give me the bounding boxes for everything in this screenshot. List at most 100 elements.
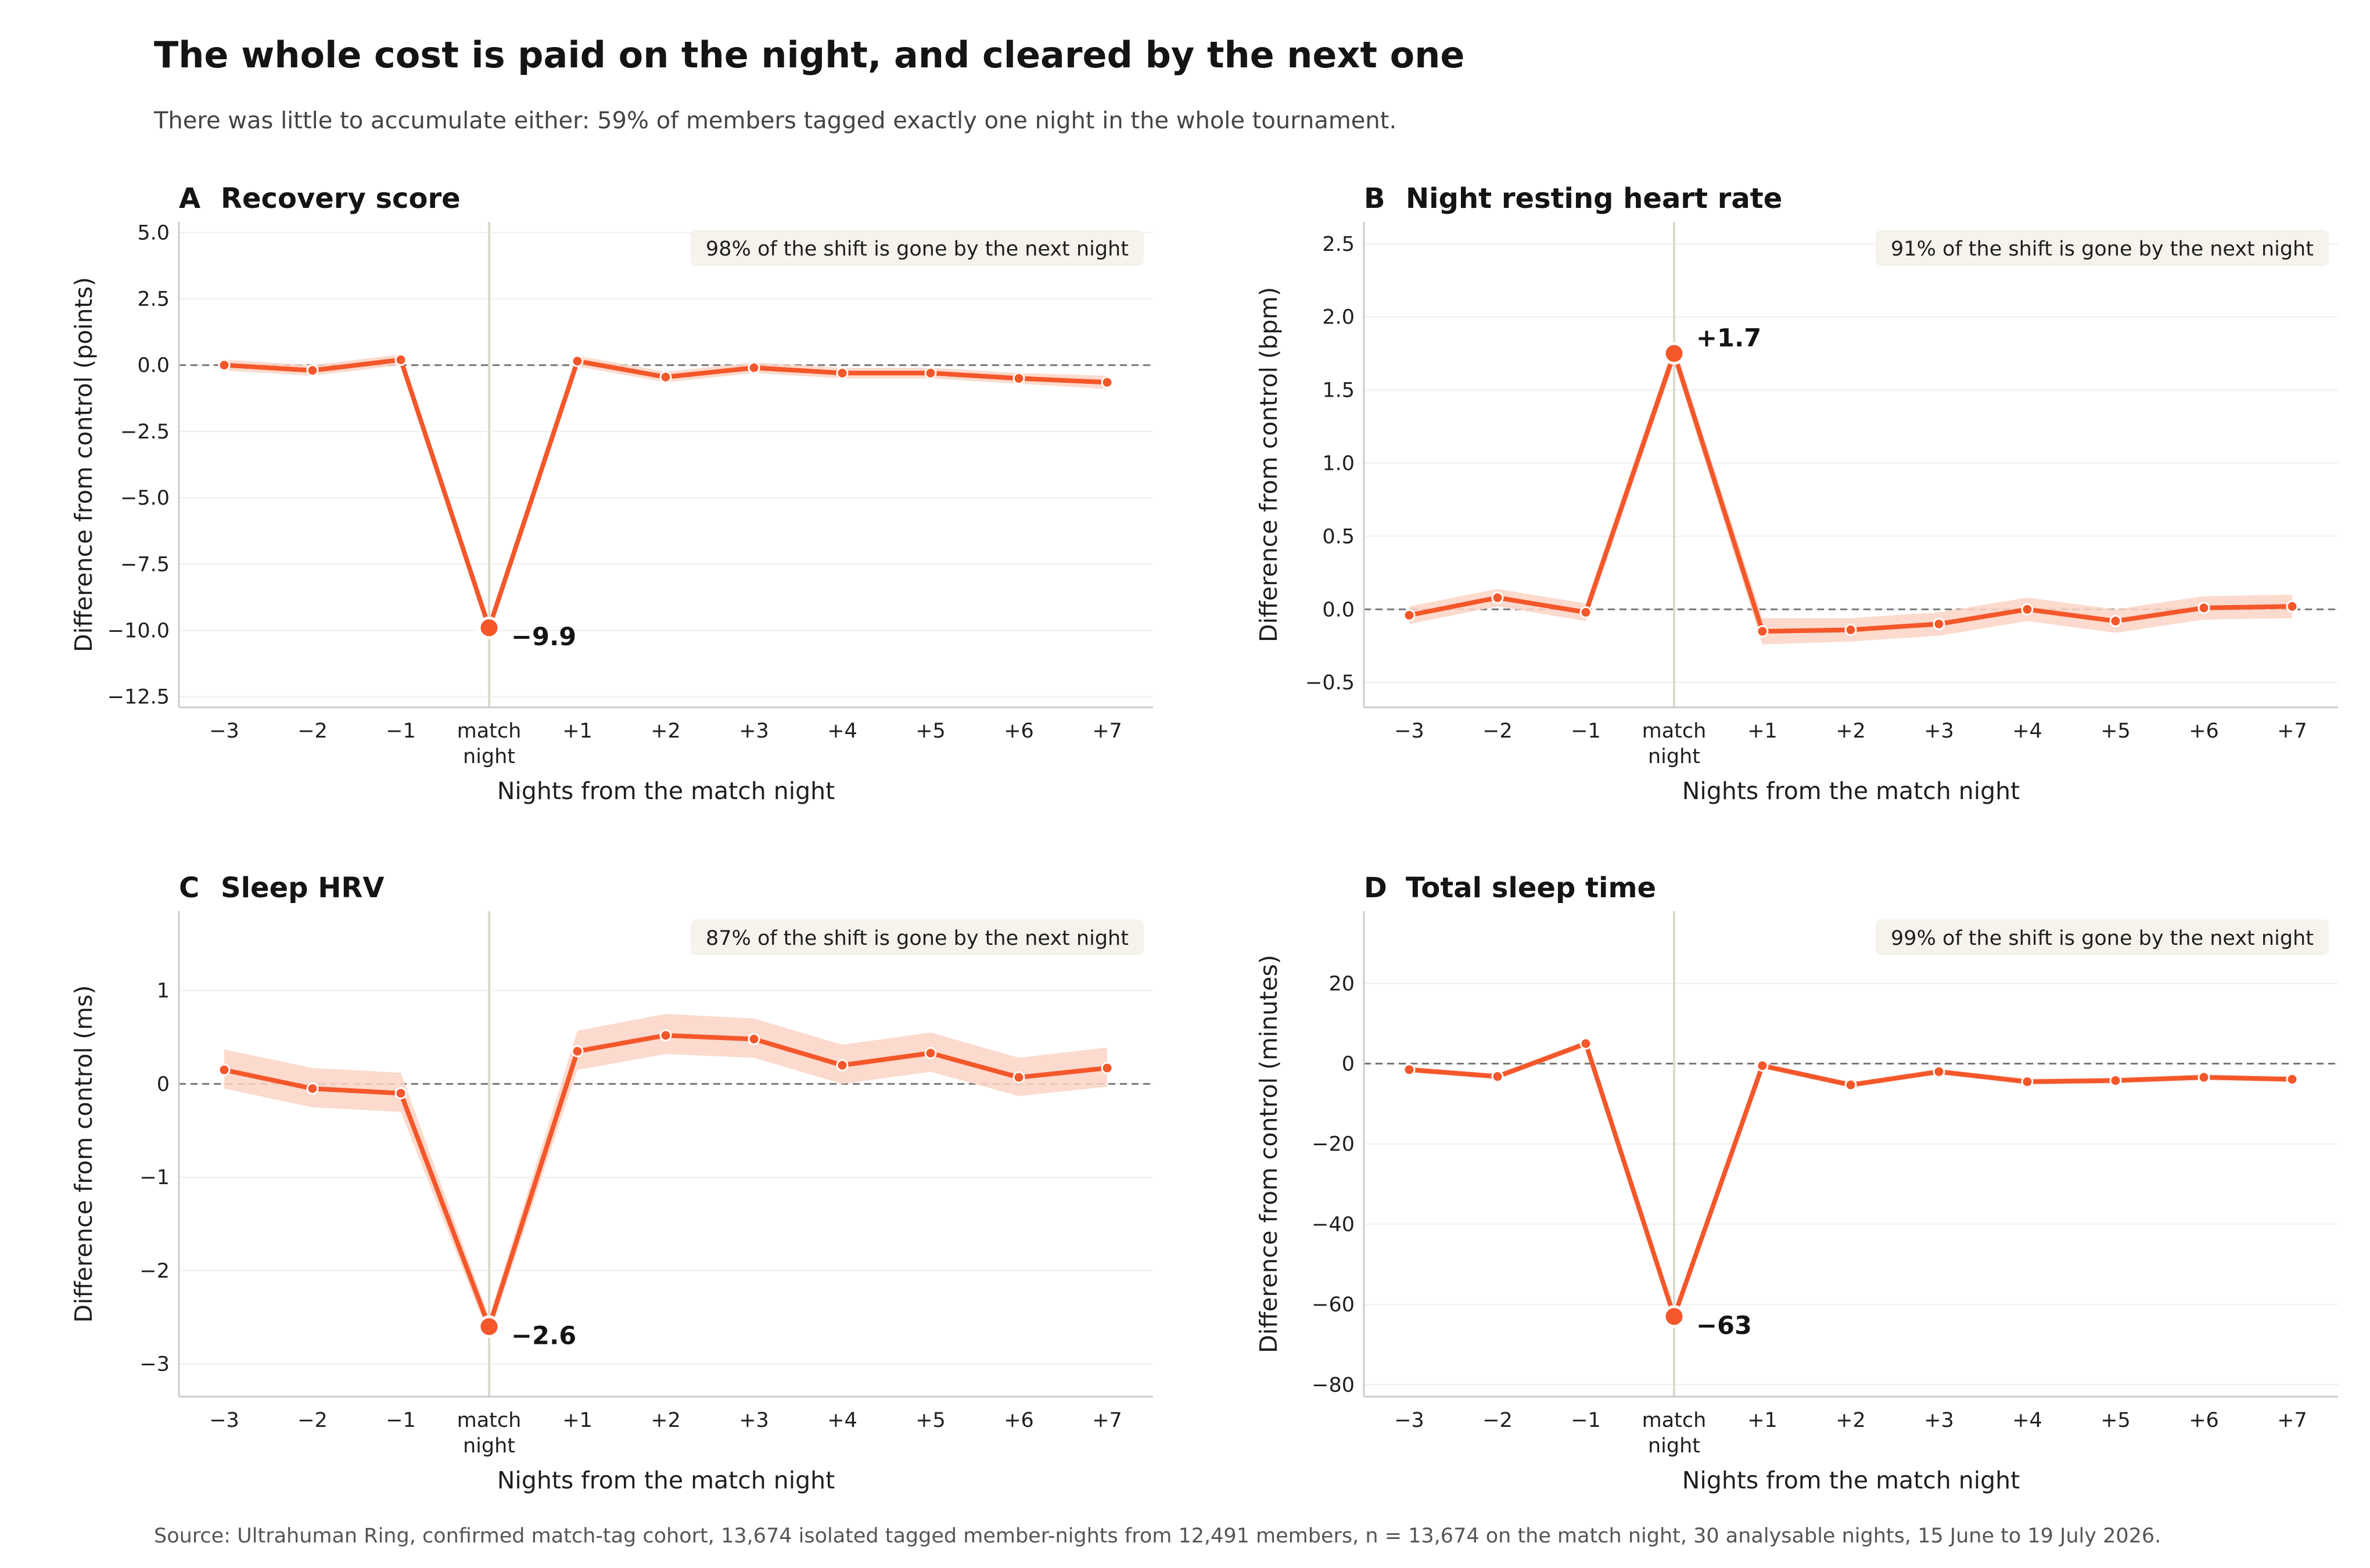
data-point: [2109, 1074, 2122, 1087]
annotation-box: [691, 230, 1144, 266]
panel-letter: C: [179, 872, 199, 904]
data-point: [218, 1063, 231, 1076]
panel-title: Total sleep time: [1406, 872, 1656, 904]
data-point: [748, 361, 760, 374]
x-tick-label: +6: [1004, 720, 1034, 743]
panel-c: −2.6 87% of the shift is gone by the next…: [70, 872, 1153, 1494]
y-tick-label: −3: [139, 1353, 170, 1376]
x-axis-label: Nights from the match night: [1682, 777, 2020, 805]
confidence-band: [224, 1013, 1107, 1336]
x-tick-label: −1: [1571, 720, 1601, 743]
x-tick-label: +2: [651, 720, 681, 743]
annotation-text: 87% of the shift is gone by the next nig…: [706, 927, 1129, 950]
x-tick-label: +4: [2012, 1409, 2042, 1432]
y-axis-label: Difference from control (points): [70, 277, 98, 652]
data-point: [1101, 1062, 1114, 1074]
x-axis-label: Nights from the match night: [497, 1466, 835, 1494]
y-tick-label: −60: [1312, 1293, 1355, 1317]
highlight-label: +1.7: [1696, 324, 1761, 353]
x-tick-label: +5: [2100, 1409, 2131, 1432]
y-tick-label: 0: [1342, 1053, 1355, 1076]
y-tick-label: −10.0: [107, 620, 170, 643]
x-tick-label-line: night: [463, 745, 515, 768]
x-tick-label: +3: [739, 720, 769, 743]
x-tick-label: −2: [1482, 1409, 1513, 1432]
x-tick-label: −2: [297, 720, 328, 743]
data-point: [659, 1029, 672, 1042]
panel-title: Recovery score: [221, 182, 461, 215]
x-tick-label: +1: [562, 1409, 592, 1432]
highlight-label: −9.9: [511, 623, 576, 652]
x-tick-label: −1: [1571, 1409, 1601, 1432]
y-tick-label: −40: [1312, 1213, 1355, 1236]
highlight-point: [1662, 342, 1686, 365]
x-tick-label: −3: [1394, 720, 1424, 743]
x-tick-label: +2: [1836, 1409, 1866, 1432]
x-tick-label: match night: [1642, 720, 1707, 768]
y-tick-label: 2.5: [1322, 233, 1355, 256]
x-tick-label: +1: [1747, 1409, 1778, 1432]
annotation-text: 91% of the shift is gone by the next nig…: [1891, 238, 2314, 261]
highlight-point: [477, 616, 501, 639]
y-tick-label: 2.0: [1322, 306, 1355, 329]
highlight-point: [1662, 1305, 1686, 1328]
data-point: [1012, 1071, 1025, 1084]
data-point: [1403, 609, 1416, 621]
x-tick-label: +4: [827, 720, 857, 743]
x-tick-label-line: match: [1642, 1409, 1707, 1432]
y-tick-label: −12.5: [107, 686, 170, 709]
y-axis-label: Difference from control (bpm): [1255, 287, 1283, 642]
data-point: [1012, 372, 1025, 385]
y-tick-label: 1.5: [1322, 379, 1355, 402]
panel-letter: D: [1364, 872, 1387, 904]
data-point: [924, 1046, 937, 1059]
y-tick-label: −2.5: [120, 420, 170, 444]
series-line: [1407, 351, 2294, 634]
panel-letter: A: [179, 182, 200, 215]
data-point: [2109, 614, 2122, 627]
x-tick-label-line: match: [457, 720, 522, 743]
x-tick-label: −3: [1394, 1409, 1424, 1432]
panel-b: +1.7 91% of the shift is gone by the next…: [1255, 182, 2338, 805]
y-tick-label: −1: [139, 1166, 170, 1189]
panel-d: −63 99% of the shift is gone by the next …: [1255, 872, 2338, 1494]
y-tick-label: 0.0: [137, 354, 170, 377]
highlight-point: [477, 1315, 501, 1338]
x-tick-label: −3: [209, 1409, 239, 1432]
y-tick-label: 20: [1328, 972, 1355, 995]
data-point: [1579, 606, 1592, 618]
data-point: [1756, 1059, 1769, 1072]
x-tick-label: match night: [457, 1409, 522, 1458]
page-title: The whole cost is paid on the night, and…: [154, 34, 1465, 76]
data-point: [306, 364, 319, 377]
panel-title: Sleep HRV: [221, 872, 384, 904]
x-tick-label: match night: [1642, 1409, 1707, 1458]
data-point: [306, 1082, 319, 1095]
y-tick-label: −20: [1312, 1133, 1355, 1156]
data-point: [1933, 1065, 1945, 1078]
x-tick-label: +5: [915, 720, 946, 743]
data-point: [2021, 1076, 2034, 1088]
data-point: [1933, 617, 1945, 630]
data-point: [218, 359, 231, 372]
data-point: [571, 355, 584, 368]
x-tick-label: −2: [297, 1409, 328, 1432]
x-tick-label: +1: [1747, 720, 1778, 743]
x-tick-label: +3: [1924, 1409, 1954, 1432]
x-tick-label: +2: [651, 1409, 681, 1432]
annotation-box: [1876, 230, 2329, 266]
x-axis-label: Nights from the match night: [1682, 1466, 2020, 1494]
y-tick-label: 0.5: [1322, 525, 1355, 548]
data-point: [748, 1033, 760, 1045]
data-point: [1844, 624, 1857, 636]
x-tick-label: −2: [1482, 720, 1513, 743]
y-tick-label: −0.5: [1305, 671, 1355, 695]
x-tick-label-line: night: [1648, 1434, 1700, 1458]
x-tick-label-line: match: [457, 1409, 522, 1432]
confidence-band: [224, 354, 1107, 634]
x-axis-label: Nights from the match night: [497, 777, 835, 805]
y-tick-label: 1.0: [1322, 452, 1355, 475]
x-tick-label: +4: [827, 1409, 857, 1432]
data-point: [394, 354, 407, 366]
